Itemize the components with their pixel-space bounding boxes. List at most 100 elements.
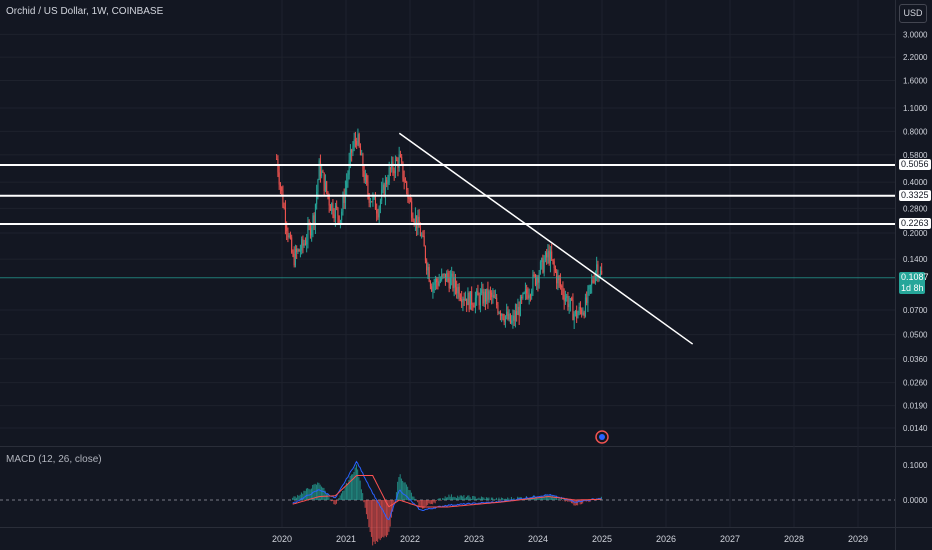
signal-line <box>292 475 602 508</box>
candle-body <box>588 285 590 290</box>
candle-body <box>352 146 354 153</box>
candle-body <box>422 235 424 237</box>
macd-bar <box>395 492 397 500</box>
macd-bar <box>473 495 475 500</box>
candle-body <box>432 284 434 292</box>
macd-bar <box>462 496 464 500</box>
currency-button[interactable]: USD <box>899 4 927 23</box>
candle-body <box>409 198 411 202</box>
macd-bar <box>353 472 355 500</box>
candle-body <box>452 273 454 289</box>
candle-body <box>291 237 293 253</box>
candle-body <box>353 139 355 147</box>
candle-body <box>286 225 288 232</box>
macd-bar <box>332 500 334 501</box>
macd-bar <box>533 495 535 500</box>
candle-body <box>462 298 464 303</box>
macd-bar <box>440 500 442 501</box>
macd-bar <box>340 493 342 500</box>
candle-body <box>327 191 329 197</box>
y-tick-label: 0.0190 <box>903 402 928 411</box>
candle-body <box>519 297 521 316</box>
candle-body <box>517 306 519 315</box>
candle-body <box>338 215 340 223</box>
candle-body <box>481 289 483 294</box>
macd-bar <box>407 486 409 500</box>
candle-body <box>593 281 595 283</box>
candle-body <box>378 207 380 218</box>
macd-bar <box>349 476 351 500</box>
macd-bar <box>564 500 566 502</box>
y-tick-label: 0.1400 <box>903 255 928 264</box>
macd-bar <box>400 478 402 500</box>
macd-bar <box>389 500 391 527</box>
candle-body <box>592 280 594 282</box>
macd-title: MACD (12, 26, close) <box>6 454 102 465</box>
macd-bar <box>510 496 512 500</box>
macd-bar <box>563 499 565 500</box>
candle-body <box>566 296 568 298</box>
macd-bar <box>382 500 384 537</box>
macd-bar <box>540 496 542 500</box>
candle-body <box>514 311 516 321</box>
candle-body <box>398 154 400 168</box>
candle-body <box>507 311 509 320</box>
candle-body <box>509 313 511 323</box>
candle-body <box>336 205 338 208</box>
candle-body <box>554 267 556 272</box>
candle-body <box>582 312 584 315</box>
macd-bar <box>293 496 295 500</box>
candle-body <box>584 297 586 316</box>
macd-bar <box>450 494 452 500</box>
candle-body <box>449 276 451 289</box>
candle-body <box>318 160 320 180</box>
macd-bar <box>375 500 377 542</box>
macd-bar <box>550 496 552 500</box>
candle-body <box>386 180 388 185</box>
x-tick-label: 2021 <box>336 534 356 544</box>
candle-body <box>472 304 474 307</box>
macd-bar <box>545 495 547 500</box>
price-tag: 0.3325 <box>899 189 931 201</box>
macd-bar <box>573 500 575 506</box>
candle-body <box>512 315 514 321</box>
candle-body <box>443 273 445 275</box>
macd-bar <box>385 500 387 538</box>
macd-line <box>292 460 602 521</box>
candle-body <box>524 289 526 293</box>
candle-body <box>299 250 301 252</box>
candle-body <box>281 186 283 192</box>
macd-bar <box>439 498 441 500</box>
macd-bar <box>572 500 574 504</box>
macd-bar <box>445 497 447 500</box>
macd-bar <box>555 496 557 500</box>
candle-body <box>319 160 321 177</box>
candle-body <box>474 297 476 307</box>
candle-body <box>288 235 290 238</box>
macd-bar <box>552 496 554 500</box>
x-tick-label: 2029 <box>848 534 868 544</box>
macd-bar <box>352 474 354 500</box>
macd-bar <box>483 497 485 500</box>
macd-bar <box>467 495 469 500</box>
candle-body <box>537 277 539 283</box>
candle-body <box>312 215 314 229</box>
macd-bar <box>513 498 515 500</box>
macd-bar <box>297 494 299 500</box>
macd-bar <box>430 500 432 504</box>
candle-body <box>501 314 503 316</box>
candle-body <box>383 184 385 197</box>
candle-body <box>301 239 303 251</box>
macd-bar <box>388 500 390 532</box>
candle-body <box>334 205 336 219</box>
candle-body <box>497 305 499 313</box>
candle-body <box>436 278 438 283</box>
candle-body <box>439 279 441 282</box>
macd-bar <box>368 500 370 528</box>
candle-body <box>337 207 339 216</box>
macd-bar <box>530 498 532 500</box>
candle-body <box>307 224 309 241</box>
candle-body <box>399 154 401 157</box>
candle-body <box>516 311 518 315</box>
